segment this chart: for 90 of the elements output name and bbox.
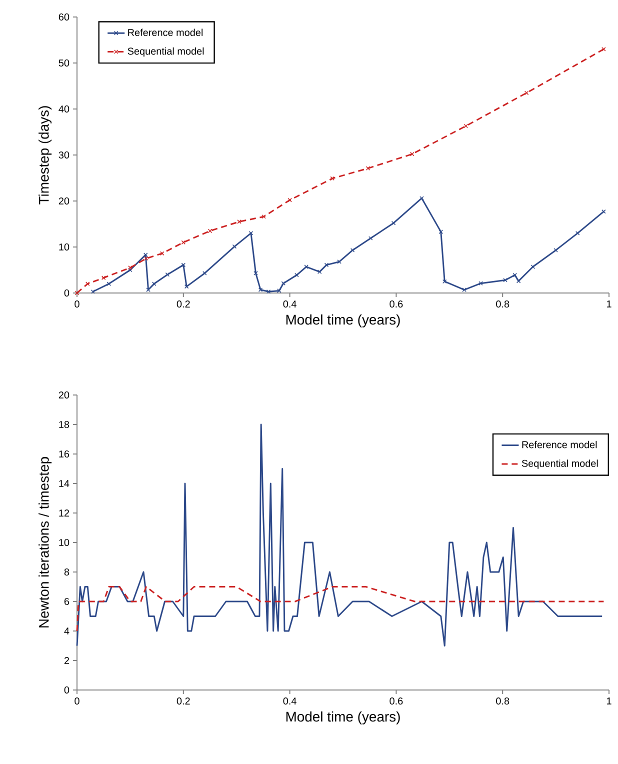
point (277, 288, 282, 293)
point (85, 282, 90, 286)
legend-label: Sequential model (128, 47, 204, 57)
point (165, 272, 170, 277)
point (128, 266, 132, 270)
y-tick-label: 18 (59, 420, 70, 428)
point (462, 288, 466, 292)
y-tick-label: 14 (59, 480, 70, 487)
point (128, 268, 132, 272)
point (512, 272, 517, 278)
y-tick-label: 2 (64, 657, 69, 664)
point (281, 281, 286, 286)
x-tick-label: 0.6 (390, 300, 403, 308)
point (368, 236, 373, 240)
point (146, 288, 150, 292)
y-tick-label: 20 (58, 197, 70, 205)
point (101, 276, 106, 280)
y-axis-title: Newton iterations / timestep (38, 457, 52, 628)
x-tick-label: 1 (607, 698, 612, 704)
point (74, 290, 80, 296)
point (254, 271, 258, 276)
x-tick-label: 0.2 (176, 698, 190, 705)
point (366, 166, 370, 170)
point (350, 248, 355, 252)
point (410, 152, 414, 156)
point (478, 281, 483, 286)
point (237, 220, 242, 224)
x-tick-label: 1 (607, 300, 612, 308)
point (202, 271, 207, 276)
legend-label: Reference model (522, 440, 597, 448)
x-tick-label: 0.8 (496, 698, 510, 705)
y-tick-label: 30 (58, 151, 70, 159)
point (524, 90, 529, 96)
y-tick-label: 60 (58, 13, 70, 21)
legend-label: Sequential model (522, 460, 598, 469)
y-tick-label: 6 (64, 598, 70, 606)
point (152, 282, 156, 286)
point (304, 264, 308, 269)
x-tick-label: 0.6 (390, 698, 403, 705)
point (575, 231, 580, 236)
point (294, 272, 299, 278)
point (208, 228, 212, 234)
x-tick-label: 0.8 (496, 300, 510, 308)
point (442, 279, 447, 284)
point (337, 260, 342, 264)
point (144, 256, 148, 261)
x-axis-title: Model time (years) (286, 314, 400, 328)
x-tick-label: 0.4 (283, 300, 296, 308)
point (330, 176, 335, 181)
y-axis-title: Timestep (days) (38, 106, 52, 204)
point (143, 252, 148, 257)
point (262, 214, 266, 219)
y-tick-label: 16 (59, 450, 70, 458)
point (530, 264, 536, 269)
point (181, 262, 186, 268)
y-tick-label: 0 (64, 289, 70, 297)
y-tick-label: 10 (59, 243, 70, 251)
y-tick-label: 4 (64, 628, 70, 634)
point (464, 124, 468, 128)
point (324, 262, 329, 268)
y-tick-label: 50 (58, 59, 70, 67)
x-axis-title: Model time (years) (286, 711, 400, 724)
point (503, 278, 508, 282)
point (420, 196, 424, 200)
y-tick-label: 10 (59, 538, 70, 546)
x-tick-label: 0.4 (283, 698, 296, 705)
point (554, 248, 558, 252)
point (258, 288, 263, 292)
legend-label: Reference model (128, 28, 203, 36)
point (181, 240, 186, 245)
y-tick-label: 20 (58, 391, 70, 399)
x-tick-label: 0 (74, 300, 80, 308)
point (438, 230, 444, 234)
point (248, 231, 254, 236)
y-tick-label: 12 (59, 510, 69, 516)
x-tick-label: 0 (74, 698, 80, 705)
point (391, 220, 396, 226)
point (602, 47, 606, 52)
y-tick-label: 40 (58, 105, 70, 113)
y-tick-label: 8 (64, 568, 70, 576)
line-series (76, 424, 603, 646)
point (106, 282, 112, 286)
y-tick-label: 0 (64, 686, 70, 694)
point (266, 289, 271, 294)
point (160, 251, 164, 256)
x-tick-label: 0.2 (176, 300, 190, 308)
point (184, 284, 189, 289)
point (516, 278, 521, 284)
point (288, 198, 292, 202)
point (317, 270, 322, 274)
